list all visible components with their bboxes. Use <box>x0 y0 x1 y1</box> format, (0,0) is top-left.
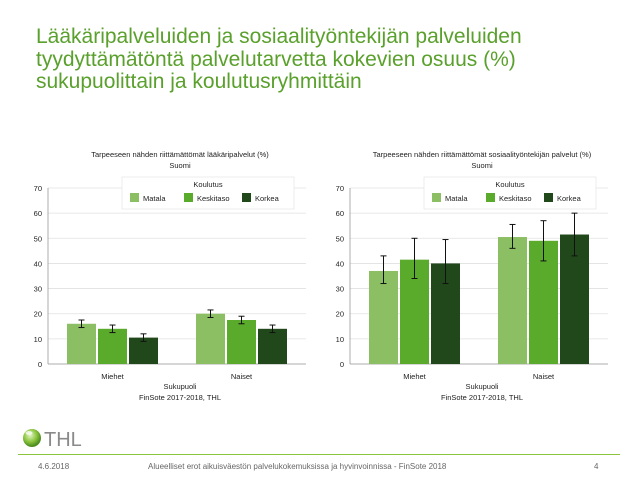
footer-divider <box>18 454 620 455</box>
chart-social-services: Tarpeeseen nähden riittämättömät sosiaal… <box>328 148 628 413</box>
y-tick-label: 20 <box>336 310 344 319</box>
chart-subtitle: Suomi <box>169 161 191 170</box>
bar <box>129 337 158 364</box>
y-tick-label: 50 <box>336 234 344 243</box>
y-tick-label: 60 <box>336 209 344 218</box>
y-tick-label: 30 <box>34 285 42 294</box>
x-tick-label: Naiset <box>231 372 253 381</box>
footer-text: Alueelliset erot aikuisväestön palveluko… <box>148 462 447 471</box>
y-tick-label: 0 <box>340 360 344 369</box>
legend-label: Matala <box>445 194 468 203</box>
thl-logo: THL <box>23 429 82 451</box>
y-tick-label: 50 <box>34 234 42 243</box>
y-tick-label: 30 <box>336 285 344 294</box>
y-tick-label: 70 <box>34 184 42 193</box>
y-tick-label: 70 <box>336 184 344 193</box>
y-tick-label: 10 <box>34 335 42 344</box>
legend-label: Matala <box>143 194 166 203</box>
y-tick-label: 40 <box>34 259 42 268</box>
bar <box>67 323 96 364</box>
legend-box <box>121 176 295 210</box>
legend-label: Keskitaso <box>499 194 532 203</box>
chart-source: FinSote 2017-2018, THL <box>139 393 221 402</box>
bar <box>98 328 127 364</box>
legend-swatch <box>130 193 139 202</box>
bar <box>196 313 225 364</box>
legend-swatch <box>242 193 251 202</box>
logo-ball-icon <box>23 429 41 447</box>
chart-title: Tarpeeseen nähden riittämättömät lääkäri… <box>91 150 269 159</box>
legend-swatch <box>432 193 441 202</box>
y-tick-label: 60 <box>34 209 42 218</box>
x-tick-label: Miehet <box>101 372 124 381</box>
chart-source: FinSote 2017-2018, THL <box>441 393 523 402</box>
chart-svg-social: Tarpeeseen nähden riittämättömät sosiaal… <box>336 150 608 402</box>
legend-title: Koulutus <box>495 180 524 189</box>
x-tick-label: Miehet <box>403 372 426 381</box>
x-axis-title: Sukupuoli <box>466 382 499 391</box>
legend-title: Koulutus <box>193 180 222 189</box>
y-tick-label: 10 <box>336 335 344 344</box>
chart-subtitle: Suomi <box>471 161 493 170</box>
page-number: 4 <box>594 462 599 471</box>
y-tick-label: 40 <box>336 259 344 268</box>
bar <box>498 237 527 364</box>
bar <box>227 320 256 364</box>
chart-svg-doctor: Tarpeeseen nähden riittämättömät lääkäri… <box>34 150 306 402</box>
legend-label: Korkea <box>557 194 582 203</box>
legend-swatch <box>486 193 495 202</box>
legend-label: Korkea <box>255 194 280 203</box>
logo-text: THL <box>44 429 82 451</box>
slide-title: Lääkäripalveluiden ja sosiaalityöntekijä… <box>36 25 522 93</box>
x-axis-title: Sukupuoli <box>164 382 197 391</box>
x-tick-label: Naiset <box>533 372 555 381</box>
bar <box>369 270 398 364</box>
bar <box>258 328 287 364</box>
chart-title: Tarpeeseen nähden riittämättömät sosiaal… <box>373 150 592 159</box>
footer-date: 4.6.2018 <box>38 462 70 471</box>
legend-swatch <box>544 193 553 202</box>
y-tick-label: 0 <box>38 360 42 369</box>
y-tick-label: 20 <box>34 310 42 319</box>
legend-box <box>423 176 597 210</box>
legend-label: Keskitaso <box>197 194 230 203</box>
chart-doctor-services: Tarpeeseen nähden riittämättömät lääkäri… <box>26 148 326 413</box>
legend-swatch <box>184 193 193 202</box>
